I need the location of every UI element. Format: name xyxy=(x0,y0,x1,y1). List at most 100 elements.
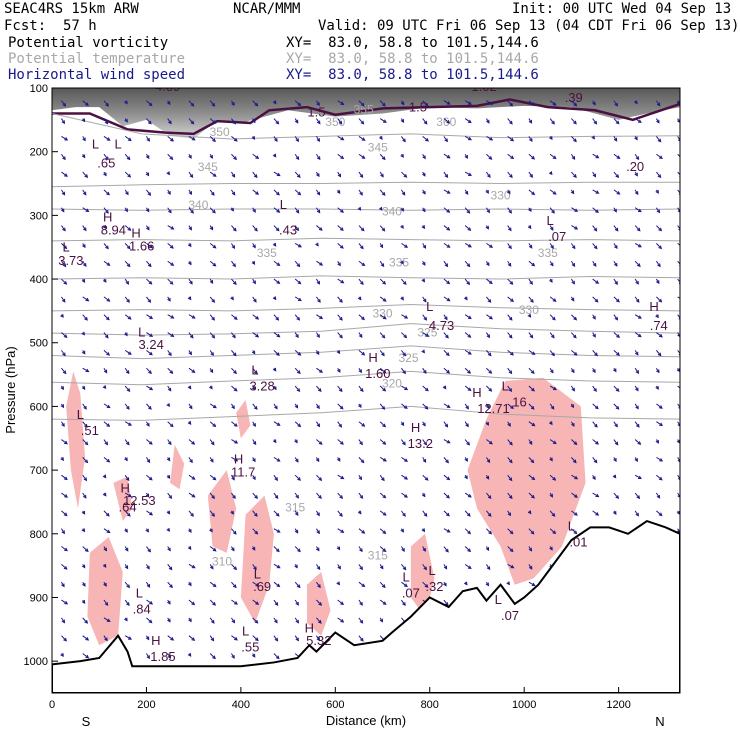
wind-vector xyxy=(443,528,451,533)
pv-label: .07 xyxy=(501,608,519,623)
wind-vector-head xyxy=(680,245,683,248)
wind-vector xyxy=(634,118,642,123)
wind-vector xyxy=(103,599,109,606)
wind-vector-head xyxy=(446,297,451,302)
wind-vector xyxy=(209,599,216,606)
wind-vector-head xyxy=(84,441,89,446)
wind-vector-head xyxy=(188,351,192,356)
wind-vector-head xyxy=(255,316,260,320)
wind-vector xyxy=(146,439,153,445)
wind-vector xyxy=(486,439,493,445)
wind-vector xyxy=(443,367,450,374)
wind-vector-head xyxy=(361,530,366,534)
wind-vector-head xyxy=(616,191,621,195)
wind-vector-head xyxy=(82,494,87,499)
wind-vector xyxy=(443,260,448,267)
wind-vector-head xyxy=(169,281,174,285)
wind-vector-head xyxy=(466,512,471,517)
wind-vector xyxy=(103,510,110,517)
wind-vector-head xyxy=(272,153,277,158)
wind-vector-head xyxy=(251,261,256,265)
wind-vector-head xyxy=(274,495,279,500)
wind-vector-head xyxy=(252,423,256,428)
wind-vector-head xyxy=(615,120,620,125)
wind-vector-head xyxy=(126,263,131,268)
wind-vector xyxy=(507,314,513,321)
wind-vector-head xyxy=(443,565,448,570)
wind-vector xyxy=(464,439,470,446)
pv-label: L xyxy=(63,240,70,255)
wind-vector xyxy=(379,403,385,410)
wind-vector-head xyxy=(357,510,362,515)
wind-vector-head xyxy=(614,316,619,321)
wind-vector xyxy=(209,492,215,499)
wind-vector xyxy=(464,207,470,214)
wind-vector-head xyxy=(465,405,469,410)
wind-vector-head xyxy=(275,655,280,660)
theta-label: 315 xyxy=(368,548,388,562)
wind-vector xyxy=(486,278,493,284)
wind-vector-head xyxy=(251,653,256,658)
wind-vector-head xyxy=(424,387,429,392)
wind-vector xyxy=(677,474,680,480)
wind-vector-head xyxy=(635,405,639,410)
wind-vector-head xyxy=(489,101,494,105)
wind-vector xyxy=(358,421,365,427)
wind-vector-head xyxy=(634,351,639,356)
wind-vector xyxy=(209,243,217,249)
wind-vector-head xyxy=(231,102,235,107)
wind-vector-head xyxy=(443,582,447,587)
wind-vector-head xyxy=(528,244,533,249)
wind-vector xyxy=(656,403,663,409)
wind-vector-head xyxy=(548,171,553,176)
south-label: S xyxy=(82,714,91,729)
wind-vector-head xyxy=(62,352,66,357)
wind-vector-head xyxy=(167,600,171,605)
wind-vector xyxy=(464,242,472,248)
wind-vector-head xyxy=(571,263,576,267)
wind-vector-head xyxy=(295,156,300,161)
wind-vector xyxy=(634,332,642,338)
wind-vector xyxy=(464,278,470,285)
y-tick-label: 200 xyxy=(30,147,48,159)
wind-vector-head xyxy=(635,512,639,517)
wind-vector xyxy=(316,367,323,373)
theta-contour xyxy=(52,323,680,336)
wind-vector xyxy=(401,367,406,374)
wind-vector-head xyxy=(677,139,680,142)
wind-vector-head xyxy=(677,423,680,427)
pv-label: 1.02 xyxy=(471,79,496,94)
wind-vector-head xyxy=(125,441,130,446)
wind-vector-head xyxy=(616,155,621,159)
wind-vector xyxy=(167,225,174,230)
wind-vector xyxy=(82,296,89,302)
wind-vector-head xyxy=(424,477,429,481)
wind-vector-head xyxy=(613,368,617,373)
pv-label: .20 xyxy=(626,159,644,174)
wind-vector-head xyxy=(506,581,510,586)
wind-vector xyxy=(592,225,597,232)
wind-vector xyxy=(337,243,344,249)
wind-vector-head xyxy=(296,370,301,375)
wind-vector-head xyxy=(444,423,449,428)
wind-vector-head xyxy=(638,475,642,480)
theta-label: 330 xyxy=(519,303,539,317)
wind-vector-head xyxy=(102,225,107,229)
wind-vector-head xyxy=(655,189,659,194)
wind-vector-head xyxy=(296,263,301,268)
wind-vector-head xyxy=(468,136,472,141)
pv-label: L xyxy=(495,592,502,607)
wind-vector xyxy=(231,332,236,338)
wind-vector-head xyxy=(573,316,578,321)
wind-vector-head xyxy=(466,263,471,268)
wind-vector xyxy=(209,510,215,517)
wind-vector xyxy=(486,510,492,517)
x-tick-label: 600 xyxy=(326,699,344,711)
theta-label: 325 xyxy=(398,351,418,365)
y-axis-title: Pressure (hPa) xyxy=(3,346,18,433)
wind-vector xyxy=(507,171,513,178)
wind-vector-head xyxy=(552,155,557,160)
wind-vector xyxy=(507,546,514,552)
wind-vector-head xyxy=(316,138,321,143)
wind-vector-head xyxy=(507,190,511,195)
